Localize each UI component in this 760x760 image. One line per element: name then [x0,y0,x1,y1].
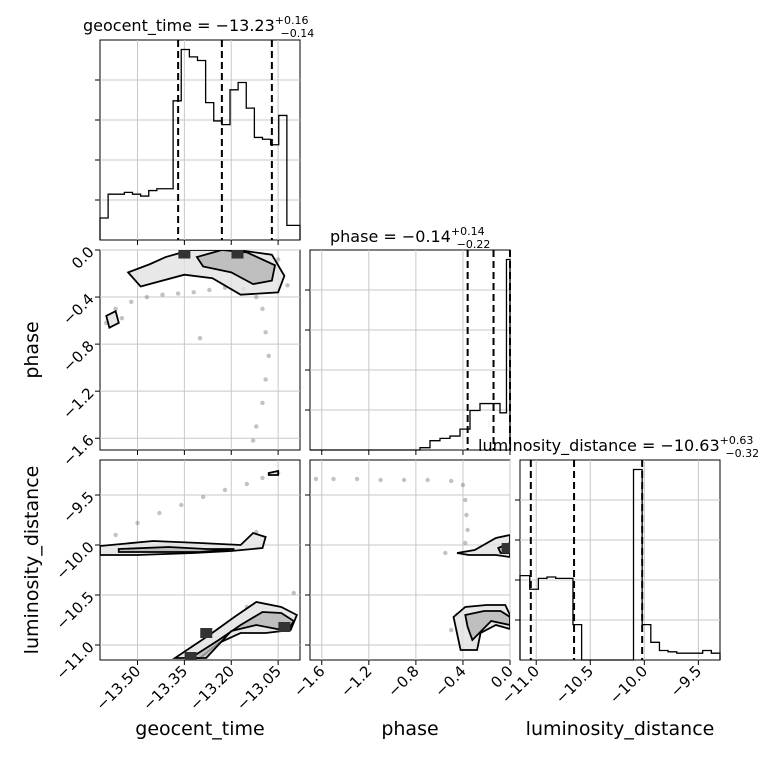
scatter-point-pl-14 [448,627,454,633]
scatter-point-gp-16 [254,424,259,429]
scatter-point-pl-1 [331,476,336,482]
yaxis-phase-tick-label-1: −1.2 [59,384,97,422]
scatter-point-pl-9 [464,512,469,518]
scatter-point-gp-21 [119,316,125,321]
scatter-point-gl-0 [113,532,118,538]
xaxis-luminosity-distance-tick-label-1: −10.5 [552,662,597,707]
yaxis-phase-tick-label-4: 0.0 [68,243,98,273]
ylabel-luminosity-distance: luminosity_distance [21,466,43,655]
dense-cell-gp-0 [178,250,191,259]
contour-pl-3 [464,610,510,642]
contour-gp-2 [105,309,120,329]
contour-gl-1 [117,546,235,553]
xaxis-phase-tick-label-0: −1.6 [290,662,328,700]
scatter-point-gl-11 [291,590,296,596]
scatter-point-gp-4 [160,292,165,297]
title-geocent-time: geocent_time = −13.23+0.16 −0.14 [83,14,314,40]
scatter-point-gp-20 [285,283,290,288]
scatter-point-pl-3 [378,477,383,483]
scatter-point-gl-4 [200,494,206,500]
scatter-point-gl-5 [222,487,228,493]
yaxis-phase-tick-label-2: −0.8 [59,337,97,375]
scatter-point-gp-1 [113,306,118,312]
contour-group-gp [104,250,290,443]
yaxis-luminosity-distance-tick-label-0: −11.0 [52,638,97,683]
xaxis-phase-tick-label-3: −0.4 [431,662,469,700]
scatter-point-gp-13 [266,353,271,359]
scatter-point-gl-2 [157,510,162,516]
scatter-point-pl-2 [354,476,360,482]
scatter-point-gp-3 [144,294,150,300]
scatter-point-gl-1 [135,520,140,526]
contour-group-pl [313,476,510,651]
scatter-point-pl-12 [443,550,448,556]
scatter-point-gp-11 [260,306,265,312]
contour-gl-3 [187,611,295,659]
scatter-point-gp-17 [250,438,256,443]
scatter-point-gp-10 [254,294,259,300]
scatter-point-pl-7 [460,482,466,488]
xaxis-geocent-time-tick-label-0: −13.50 [92,662,144,714]
xaxis-luminosity-distance-tick-label-2: −10.0 [606,662,651,707]
xaxis-geocent-time-tick-label-3: −13.05 [233,662,285,714]
xaxis-geocent-time-tick-label-1: −13.35 [139,662,191,714]
scatter-point-gp-14 [263,377,268,382]
hist-step-ph [310,258,511,451]
panel-frame-ph [309,249,511,451]
yaxis-luminosity-distance-tick-label-1: −10.5 [52,588,97,633]
dense-cell-gl-0 [184,652,197,660]
dense-cell-gp-1 [231,250,244,259]
hist-step-gt [99,48,301,240]
contour-gp-1 [195,250,277,286]
hist-step-ld [519,468,721,661]
contour-gl-4 [267,469,280,476]
scatter-point-gl-6 [244,481,250,487]
scatter-point-gp-5 [175,291,181,296]
scatter-point-gl-3 [179,502,184,508]
dense-cell-gl-1 [200,628,213,638]
xlabel-phase: phase [381,718,438,740]
scatter-point-gp-7 [207,287,212,293]
contour-pl-0 [456,534,510,558]
scatter-point-pl-6 [448,478,454,484]
scatter-point-pl-8 [463,497,468,503]
xlabel-luminosity-distance: luminosity_distance [526,718,715,740]
scatter-point-gp-19 [275,257,281,262]
scatter-point-gp-12 [263,330,268,335]
panel-frames [99,39,721,661]
xaxis-phase-tick-label-2: −0.8 [384,662,422,700]
scatter-point-pl-0 [313,476,319,482]
title-phase: phase = −0.14+0.14 −0.22 [330,225,490,251]
xlabel-geocent-time: geocent_time [135,718,264,740]
title-luminosity-distance: luminosity_distance = −10.63+0.63 −0.32 [478,434,759,460]
scatter-point-pl-5 [425,477,430,483]
scatter-point-gp-18 [197,336,203,341]
xaxis-phase-tick-label-1: −1.2 [337,662,375,700]
scatter-point-gp-2 [129,299,134,304]
xaxis-geocent-time-tick-label-2: −13.20 [186,662,238,714]
yaxis-phase-tick-label-0: −1.6 [59,431,97,469]
ylabel-phase: phase [21,321,43,378]
scatter-point-pl-11 [463,540,468,546]
dense-cell-gl-2 [278,622,291,632]
panel-frame-gt [99,39,301,241]
dense-cell-pl-0 [501,543,510,553]
yaxis-phase-tick-label-3: −0.4 [59,290,97,328]
panel-frame-ld [519,459,721,661]
yaxis-luminosity-distance-tick-label-2: −10.0 [52,538,97,583]
scatter-point-pl-10 [465,527,470,533]
scatter-point-pl-4 [401,477,407,483]
scatter-point-gl-7 [260,475,265,481]
scatter-point-gp-15 [260,400,265,406]
xaxis-luminosity-distance-tick-label-3: −9.5 [667,662,705,700]
scatter-point-gp-6 [191,290,196,295]
yaxis-luminosity-distance-tick-label-3: −9.5 [59,488,97,526]
contour-group-gl [100,469,299,660]
